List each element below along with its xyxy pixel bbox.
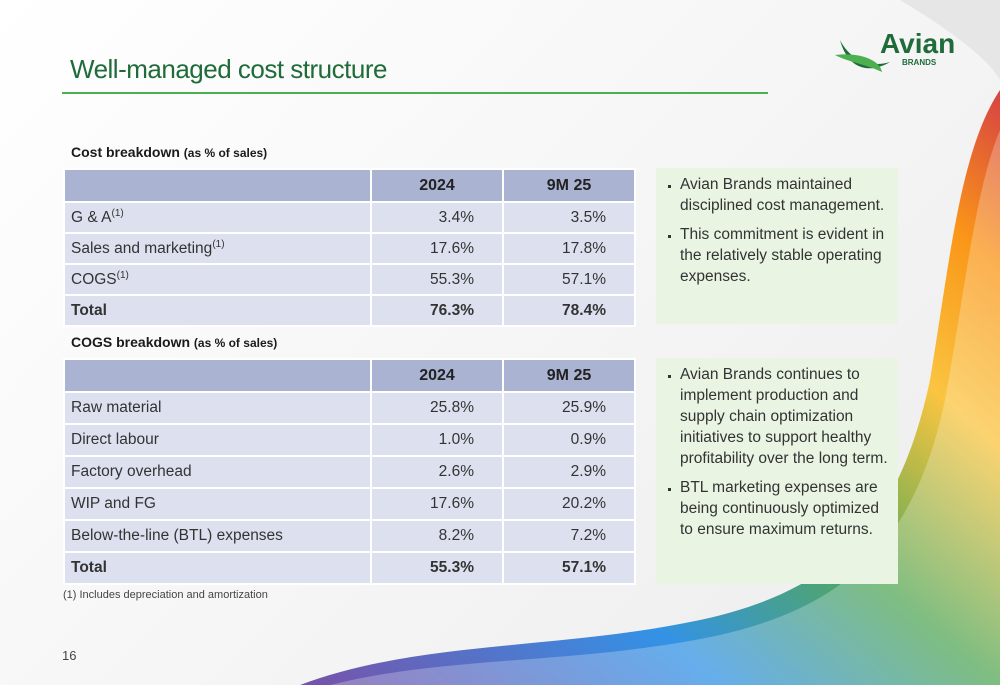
table-row: Direct labour 1.0% 0.9%: [63, 423, 636, 457]
data-table: 2024 9M 25 Raw material 25.8% 25.9% Direct la…: [63, 358, 636, 585]
caption-note: (as % of sales): [193, 336, 278, 350]
cell-value: 17.8%: [502, 232, 636, 265]
label-text: Direct labour: [71, 431, 159, 448]
cell-value: 7.2%: [502, 519, 636, 553]
row-label: Below-the-line (BTL) expenses: [63, 519, 372, 553]
row-label: G & A(1): [63, 201, 372, 234]
section-caption: Cost breakdown (as % of sales): [71, 144, 267, 160]
label-text: Factory overhead: [71, 463, 192, 480]
column-header: 2024: [370, 358, 504, 393]
logo-sub: BRANDS: [902, 58, 937, 67]
footnote: (1) Includes depreciation and amortizati…: [63, 589, 268, 601]
table-row: WIP and FG 17.6% 20.2%: [63, 487, 636, 521]
caption-note: (as % of sales): [183, 146, 268, 160]
row-label: Sales and marketing(1): [63, 232, 372, 265]
table-row: Total 55.3% 57.1%: [63, 551, 636, 585]
label-text: Sales and marketing: [71, 240, 213, 258]
cell-value: 3.4%: [370, 201, 504, 234]
cell-value: 55.3%: [370, 551, 504, 585]
row-label: Factory overhead: [63, 455, 372, 489]
table-row: Raw material 25.8% 25.9%: [63, 391, 636, 425]
cell-value: 17.6%: [370, 232, 504, 265]
footnote-ref: (1): [116, 269, 129, 281]
bullet: Avian Brands maintained disciplined cost…: [680, 174, 892, 216]
table-row: Factory overhead 2.6% 2.9%: [63, 455, 636, 489]
label-text: Total: [71, 559, 107, 576]
table-row: Sales and marketing(1) 17.6% 17.8%: [63, 232, 636, 265]
row-label: Raw material: [63, 391, 372, 425]
section-caption: COGS breakdown (as % of sales): [71, 334, 277, 350]
bullet-list: Avian Brands continues to implement prod…: [662, 364, 892, 540]
cell-value: 57.1%: [502, 263, 636, 296]
title-rule: [62, 92, 768, 94]
row-label: Total: [63, 551, 372, 585]
label-text: COGS: [71, 271, 117, 289]
cell-value: 55.3%: [370, 263, 504, 296]
header-row: 2024 9M 25: [63, 358, 636, 393]
cell-value: 3.5%: [502, 201, 636, 234]
column-header: 9M 25: [502, 168, 636, 203]
title: Well-managed cost structure: [70, 54, 387, 84]
row-label: COGS(1): [63, 263, 372, 296]
column-header: 9M 25: [502, 358, 636, 393]
table-row: G & A(1) 3.4% 3.5%: [63, 201, 636, 234]
label-text: Total: [71, 301, 107, 319]
logo-name: Avian: [880, 28, 956, 59]
cell-value: 2.9%: [502, 455, 636, 489]
header-cell: [63, 168, 372, 203]
label-text: WIP and FG: [71, 495, 156, 512]
column-header: 2024: [370, 168, 504, 203]
cell-value: 8.2%: [370, 519, 504, 553]
caption-text: COGS breakdown: [71, 334, 191, 350]
cell-value: 2.6%: [370, 455, 504, 489]
label-text: G & A: [71, 209, 112, 227]
commentary-box: Avian Brands continues to implement prod…: [656, 358, 898, 584]
cell-value: 25.9%: [502, 391, 636, 425]
cell-value: 1.0%: [370, 423, 504, 457]
table-row: COGS(1) 55.3% 57.1%: [63, 263, 636, 296]
bullet: BTL marketing expenses are being continu…: [680, 477, 892, 540]
row-label: Direct labour: [63, 423, 372, 457]
header-cell: [63, 358, 372, 393]
cell-value: 57.1%: [502, 551, 636, 585]
caption-text: Cost breakdown: [71, 144, 180, 160]
footnote-ref: (1): [212, 238, 225, 250]
cell-value: 78.4%: [502, 294, 636, 327]
bullet-list: Avian Brands maintained disciplined cost…: [662, 174, 892, 287]
bullet: Avian Brands continues to implement prod…: [680, 364, 892, 469]
page-number: 16: [62, 648, 77, 663]
cell-value: 76.3%: [370, 294, 504, 327]
label-text: Below-the-line (BTL) expenses: [71, 527, 283, 544]
cell-value: 0.9%: [502, 423, 636, 457]
data-table: 2024 9M 25 G & A(1) 3.4% 3.5% Sales and marke…: [63, 168, 636, 327]
bullet: This commitment is evident in the relati…: [680, 224, 892, 287]
cell-value: 20.2%: [502, 487, 636, 521]
commentary-box: Avian Brands maintained disciplined cost…: [656, 168, 898, 324]
label-text: Raw material: [71, 399, 162, 416]
header-row: 2024 9M 25: [63, 168, 636, 203]
table-row: Total 76.3% 78.4%: [63, 294, 636, 327]
cell-value: 25.8%: [370, 391, 504, 425]
table-row: Below-the-line (BTL) expenses 8.2% 7.2%: [63, 519, 636, 553]
cell-value: 17.6%: [370, 487, 504, 521]
row-label: Total: [63, 294, 372, 327]
footnote-ref: (1): [111, 207, 124, 219]
row-label: WIP and FG: [63, 487, 372, 521]
